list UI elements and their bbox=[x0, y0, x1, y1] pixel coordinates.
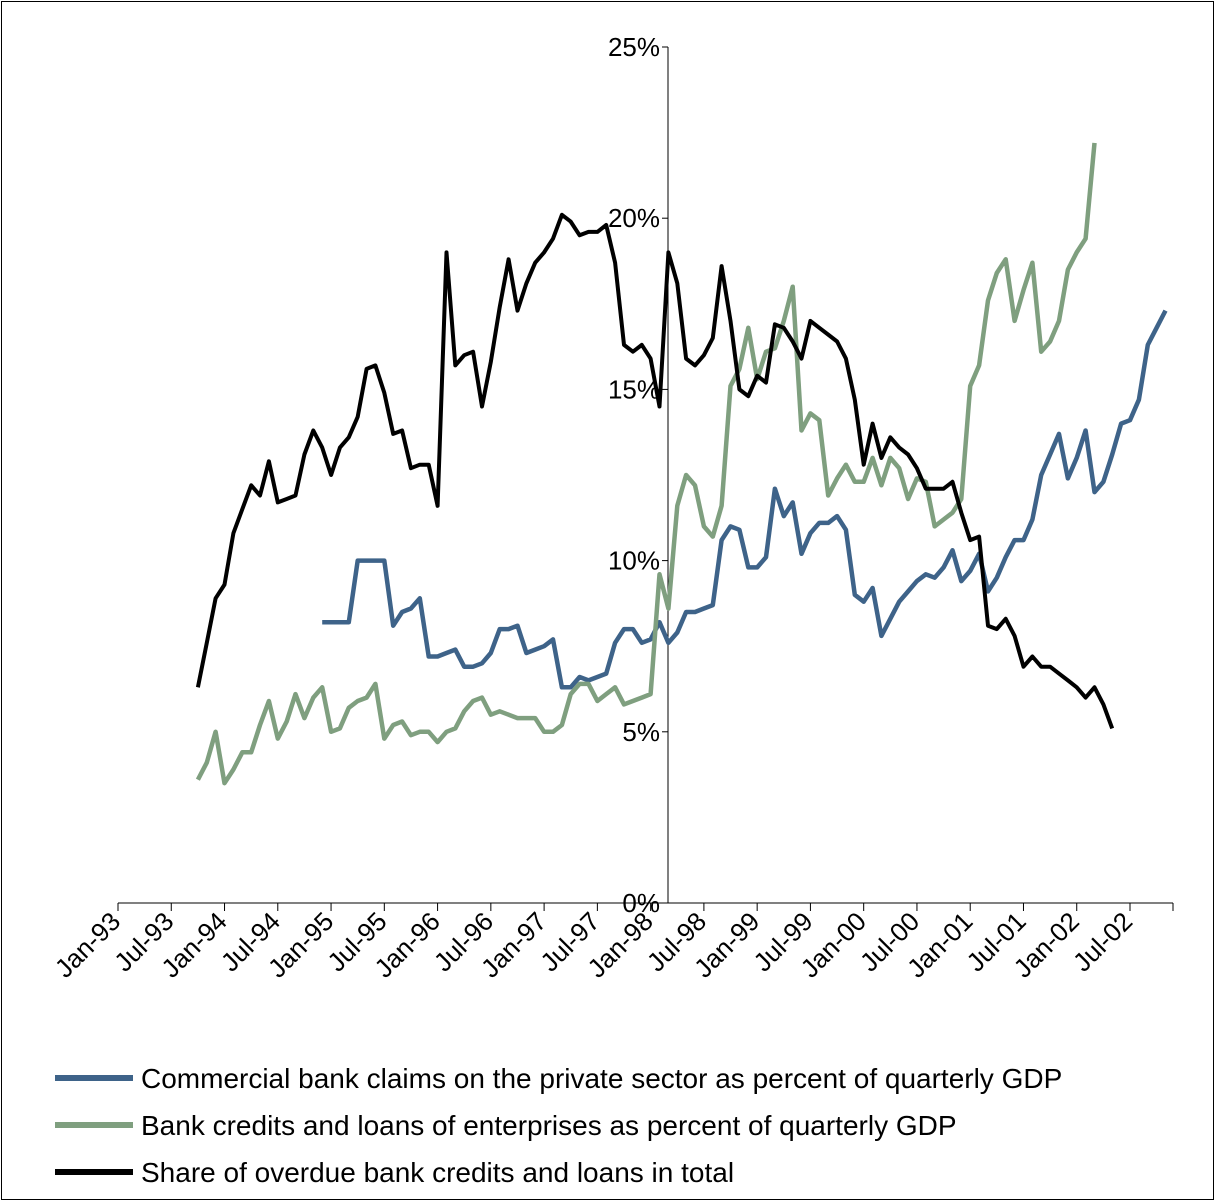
axes: Jan-93Jul-93Jan-94Jul-94Jan-95Jul-95Jan-… bbox=[49, 32, 1174, 983]
legend-label-2: Bank credits and loans of enterprises as… bbox=[141, 1110, 957, 1141]
legend-label-3: Share of overdue bank credits and loans … bbox=[141, 1157, 734, 1188]
series-line-2 bbox=[195, 142, 1097, 786]
series-line-3 bbox=[195, 212, 1115, 730]
legend-label-1: Commercial bank claims on the private se… bbox=[141, 1063, 1062, 1094]
y-tick-label: 20% bbox=[608, 203, 660, 233]
series-layer bbox=[195, 142, 1168, 786]
y-tick-label: 5% bbox=[622, 717, 660, 747]
series-line-1 bbox=[322, 309, 1168, 690]
legend: Commercial bank claims on the private se… bbox=[55, 1063, 1062, 1188]
y-tick-label: 10% bbox=[608, 546, 660, 576]
x-tick-label: Jan-93 bbox=[49, 906, 126, 983]
x-tick-label: Jul-02 bbox=[1067, 906, 1138, 977]
y-tick-label: 0% bbox=[622, 888, 660, 918]
y-tick-label: 25% bbox=[608, 32, 660, 62]
y-tick-label: 15% bbox=[608, 374, 660, 404]
